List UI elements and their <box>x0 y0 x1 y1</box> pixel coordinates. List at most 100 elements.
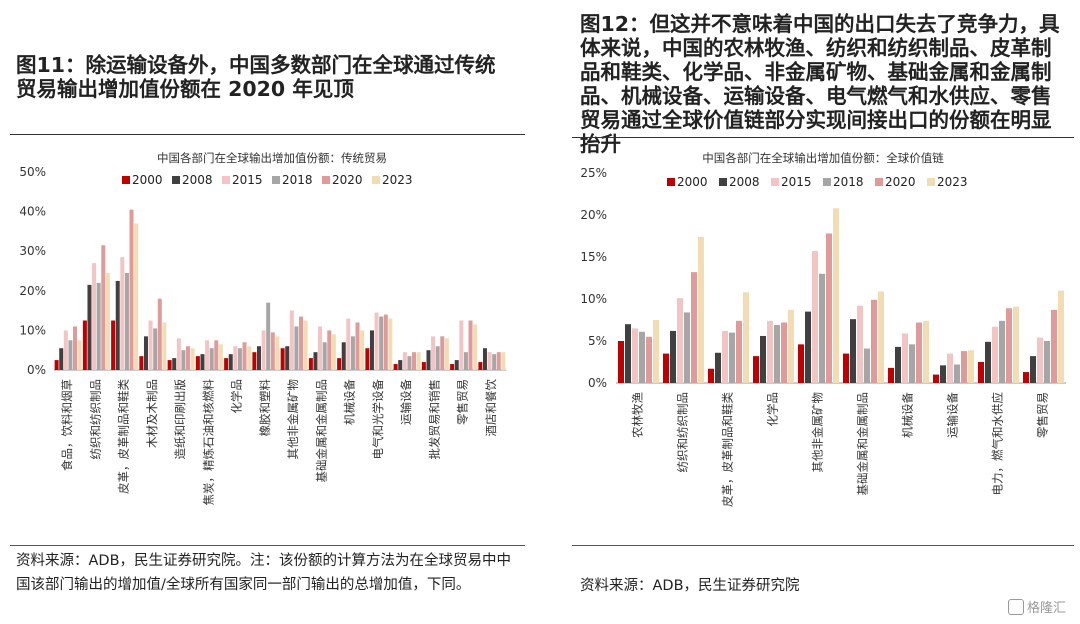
bar-2000 <box>618 341 624 383</box>
legend-label-2015: 2015 <box>781 175 812 189</box>
bar-2018 <box>266 302 271 370</box>
x-tick-label: 橡胶和塑料 <box>258 379 272 437</box>
x-tick-label: 零售贸易 <box>1036 392 1050 438</box>
legend-label-2020: 2020 <box>885 175 916 189</box>
x-tick-label: 电气和光学设备 <box>371 379 385 460</box>
bar-2018 <box>407 356 412 370</box>
x-tick-label: 电力，燃气和水供应 <box>991 392 1005 496</box>
bar-2020 <box>270 332 275 370</box>
bar-2000 <box>365 348 370 370</box>
y-tick-label: 0% <box>27 363 46 377</box>
bar-2000 <box>888 367 894 383</box>
legend-swatch-2015 <box>222 176 230 184</box>
bar-2015 <box>318 326 323 370</box>
bar-2020 <box>1051 309 1057 383</box>
bar-2000 <box>843 353 849 383</box>
legend-label-2018: 2018 <box>282 173 313 187</box>
x-tick-label: 纺织和纺织制品 <box>88 379 102 460</box>
bar-2008 <box>59 348 64 370</box>
bar-2000 <box>478 362 483 370</box>
bar-2015 <box>120 257 125 370</box>
bar-2008 <box>341 342 346 370</box>
bar-2008 <box>715 352 721 383</box>
bar-2018 <box>294 326 299 370</box>
x-tick-label: 机械设备 <box>901 392 915 438</box>
bar-2020 <box>186 346 191 370</box>
bar-2000 <box>978 362 984 383</box>
bar-2015 <box>431 336 436 370</box>
legend-swatch-2020 <box>875 178 883 186</box>
bar-2008 <box>895 346 901 383</box>
bar-2018 <box>463 352 468 370</box>
legend-label-2023: 2023 <box>937 175 968 189</box>
bar-2023 <box>77 340 82 370</box>
legend-swatch-2023 <box>927 178 935 186</box>
x-tick-label: 化学品 <box>230 379 244 414</box>
x-tick-label: 食品，饮料和烟草 <box>60 379 74 471</box>
x-tick-label: 造纸和印刷出版 <box>173 379 187 460</box>
bar-2020 <box>646 336 652 383</box>
y-tick-label: 50% <box>19 165 46 179</box>
legend-swatch-2023 <box>372 176 380 184</box>
bar-2000 <box>663 353 669 383</box>
x-tick-label: 运输设备 <box>946 392 960 438</box>
bar-2023 <box>303 320 308 370</box>
bar-2023 <box>247 346 252 370</box>
bar-2023 <box>473 324 478 370</box>
bar-2023 <box>788 309 794 383</box>
bar-2000 <box>798 344 804 383</box>
x-tick-label: 零售贸易 <box>456 379 470 425</box>
bar-2015 <box>346 318 351 370</box>
bar-2015 <box>148 320 153 370</box>
bar-2008 <box>1030 356 1036 383</box>
source-rule-right <box>572 545 1074 546</box>
bar-2023 <box>190 348 195 370</box>
bar-2020 <box>440 336 445 370</box>
bar-2023 <box>743 292 749 383</box>
bar-2018 <box>864 348 870 383</box>
bar-2018 <box>819 273 825 383</box>
x-tick-label: 其他非金属矿物 <box>286 379 300 460</box>
bar-2015 <box>902 333 908 383</box>
bar-2015 <box>459 320 464 370</box>
bar-2018 <box>1044 341 1050 383</box>
bar-2018 <box>684 312 690 383</box>
bar-2020 <box>157 298 162 370</box>
bar-2018 <box>124 272 129 370</box>
bar-2008 <box>172 358 177 370</box>
bar-2008 <box>760 335 766 383</box>
x-tick-label: 酒店和餐饮 <box>484 379 498 437</box>
bar-2015 <box>677 298 683 383</box>
bar-2008 <box>369 330 374 370</box>
bar-2018 <box>181 350 186 370</box>
bar-2023 <box>331 334 336 370</box>
bar-2008 <box>670 330 676 383</box>
y-tick-label: 10% <box>19 323 46 337</box>
bar-2000 <box>82 320 87 370</box>
bar-2008 <box>482 348 487 370</box>
bar-2020 <box>101 245 106 370</box>
bar-2023 <box>360 330 365 370</box>
bar-2015 <box>767 320 773 383</box>
legend-label-2000: 2000 <box>677 175 708 189</box>
x-tick-label: 机械设备 <box>343 379 357 425</box>
bar-2015 <box>722 330 728 383</box>
bar-2015 <box>374 312 379 370</box>
x-tick-label: 皮革，皮革制品和鞋类 <box>117 379 131 494</box>
bar-2015 <box>92 263 97 370</box>
chart-title: 中国各部门在全球输出增加值份额：传统贸易 <box>157 151 387 165</box>
legend-label-2018: 2018 <box>833 175 864 189</box>
bar-2015 <box>812 251 818 383</box>
bar-2000 <box>393 364 398 370</box>
bar-2015 <box>289 310 294 370</box>
bar-2023 <box>134 223 139 370</box>
x-tick-label: 农林牧渔 <box>631 392 645 438</box>
legend-label-2015: 2015 <box>232 173 263 187</box>
legend-swatch-2000 <box>667 178 675 186</box>
bar-2020 <box>412 352 417 370</box>
bar-2000 <box>167 360 172 370</box>
x-tick-label: 基础金属和金属制品 <box>856 392 870 496</box>
bar-2020 <box>383 314 388 370</box>
watermark-logo-icon <box>1008 599 1024 615</box>
bar-2020 <box>214 340 219 370</box>
